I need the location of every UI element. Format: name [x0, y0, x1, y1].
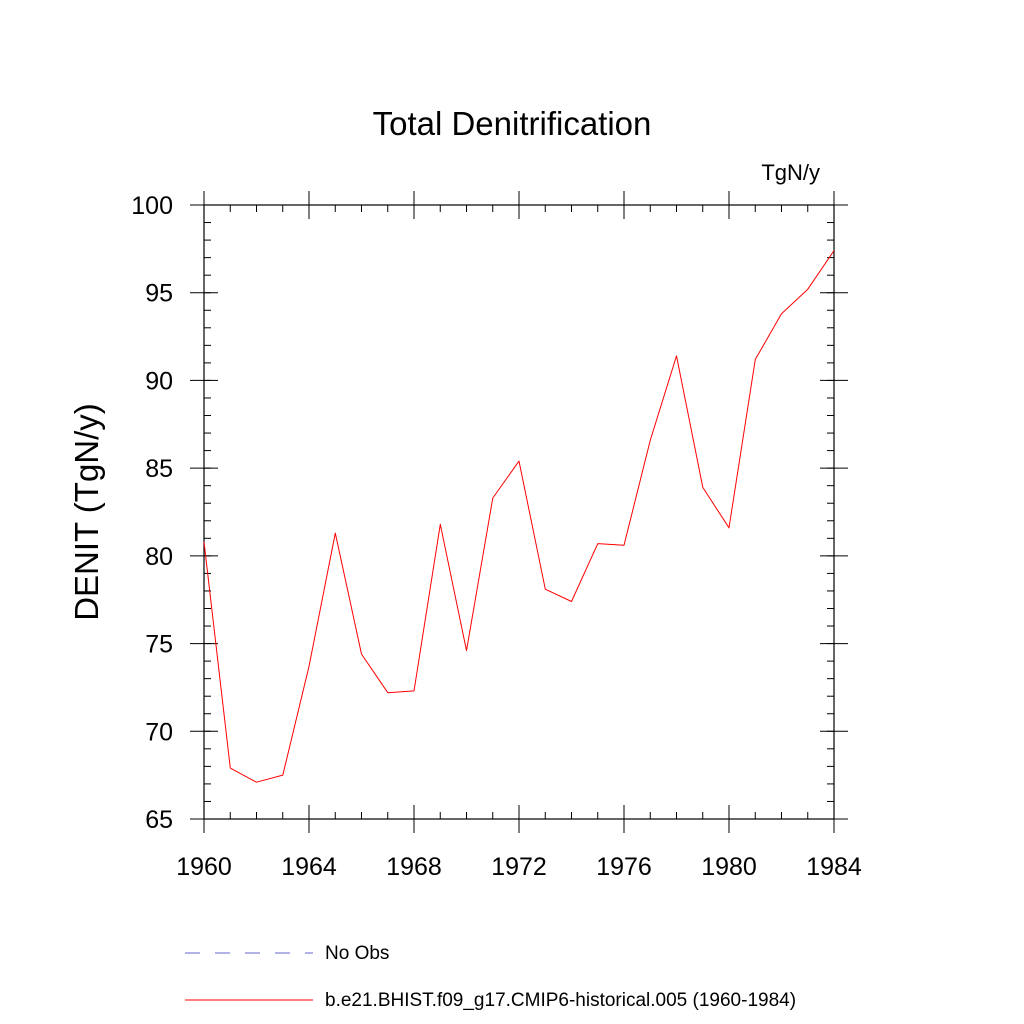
y-tick-labels: 65 70 75 80 85 90 95 100 — [131, 192, 173, 834]
y-tick-label: 70 — [145, 718, 173, 746]
x-tick-label: 1972 — [491, 853, 547, 881]
y-tick-label: 80 — [145, 543, 173, 571]
x-tick-label: 1960 — [176, 853, 232, 881]
x-tick-label: 1968 — [386, 853, 442, 881]
axis-ticks — [190, 191, 848, 833]
x-tick-labels: 1960 1964 1968 1972 1976 1980 1984 — [176, 853, 862, 881]
x-tick-label: 1980 — [701, 853, 757, 881]
legend: No Obs b.e21.BHIST.f09_g17.CMIP6-histori… — [185, 943, 796, 1011]
x-tick-label: 1984 — [806, 853, 862, 881]
y-axis-label: DENIT (TgN/y) — [68, 403, 105, 621]
series-line — [203, 250, 835, 783]
series-layer — [203, 250, 835, 783]
y-tick-label: 100 — [131, 192, 173, 220]
x-tick-label: 1976 — [596, 853, 652, 881]
y-tick-label: 95 — [145, 280, 173, 308]
chart-title: Total Denitrification — [373, 105, 652, 142]
plot-frame — [203, 204, 835, 820]
units-label: TgN/y — [761, 160, 820, 185]
legend-label-no-obs: No Obs — [325, 943, 389, 964]
y-tick-label: 75 — [145, 631, 173, 659]
y-tick-label: 90 — [145, 367, 173, 395]
legend-label-historical: b.e21.BHIST.f09_g17.CMIP6-historical.005… — [325, 990, 796, 1011]
y-tick-label: 65 — [145, 806, 173, 834]
x-tick-label: 1964 — [281, 853, 337, 881]
y-tick-label: 85 — [145, 455, 173, 483]
